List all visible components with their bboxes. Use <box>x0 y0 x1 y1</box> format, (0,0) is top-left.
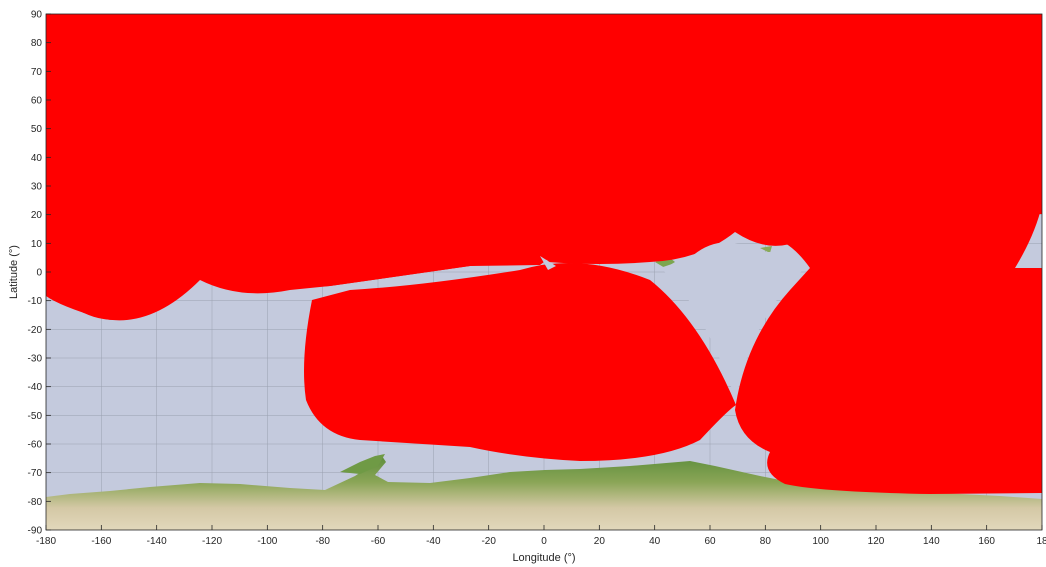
x-tick-label: -120 <box>202 536 222 547</box>
y-tick-label: 10 <box>31 239 43 250</box>
coverage-footprint-gap-fill <box>46 210 540 321</box>
x-tick-label: 120 <box>868 536 885 547</box>
x-axis-ticks: -180 -160 -140 -120 -100 -80 -60 -40 -20 0 20 40 60 8… <box>36 525 1046 547</box>
coverage-footprint-north-band <box>46 14 1042 214</box>
y-tick-label: 90 <box>31 10 43 21</box>
y-tick-label: -30 <box>28 354 43 365</box>
coverage-footprint-atlantic-south <box>304 262 736 461</box>
y-tick-label: -20 <box>28 325 43 336</box>
x-tick-label: -160 <box>91 536 111 547</box>
coverage-footprint-indian-ocean <box>735 268 1042 494</box>
y-tick-label: -60 <box>28 440 43 451</box>
y-tick-label: 50 <box>31 124 43 135</box>
y-tick-label: -50 <box>28 411 43 422</box>
y-axis-label: Latitude (°) <box>8 245 20 299</box>
y-tick-label: -40 <box>28 382 43 393</box>
y-tick-label: 30 <box>31 182 43 193</box>
x-tick-label: 40 <box>649 536 661 547</box>
x-tick-label: 20 <box>594 536 606 547</box>
x-tick-label: -180 <box>36 536 56 547</box>
x-tick-label: 0 <box>541 536 547 547</box>
x-tick-label: -80 <box>315 536 330 547</box>
x-tick-label: -40 <box>426 536 441 547</box>
y-tick-label: 20 <box>31 210 43 221</box>
x-tick-label: 100 <box>812 536 829 547</box>
x-axis-label: Longitude (°) <box>512 552 575 564</box>
y-tick-label: -80 <box>28 497 43 508</box>
antarctica-landmass <box>46 456 1042 530</box>
x-tick-label: 140 <box>923 536 940 547</box>
x-tick-label: -60 <box>371 536 386 547</box>
x-tick-label: 60 <box>704 536 716 547</box>
x-tick-label: 80 <box>760 536 772 547</box>
antarctic-peninsula <box>340 454 385 474</box>
y-tick-label: -70 <box>28 468 43 479</box>
y-tick-label: 70 <box>31 67 43 78</box>
y-tick-label: 40 <box>31 153 43 164</box>
x-tick-label: -140 <box>147 536 167 547</box>
x-tick-label: -100 <box>257 536 277 547</box>
coverage-gap-ocean-pacific-mid <box>540 256 556 270</box>
coverage-gap-ocean-south-atlantic <box>660 242 805 400</box>
y-tick-label: 0 <box>36 268 42 279</box>
y-axis-ticks: 90 80 70 60 50 40 30 20 10 0 -10 -20 -30 -40 -50 -60 -70… <box>28 10 51 537</box>
y-tick-label: -90 <box>28 526 43 537</box>
y-tick-label: 60 <box>31 96 43 107</box>
africa-landmass <box>655 258 675 268</box>
x-tick-label: 160 <box>978 536 995 547</box>
south-asia-landmass <box>760 246 772 253</box>
y-tick-label: -10 <box>28 296 43 307</box>
x-tick-label: -20 <box>481 536 496 547</box>
y-tick-label: 80 <box>31 38 43 49</box>
x-tick-label: 18 <box>1036 536 1046 547</box>
coverage-footprints <box>46 14 1042 494</box>
